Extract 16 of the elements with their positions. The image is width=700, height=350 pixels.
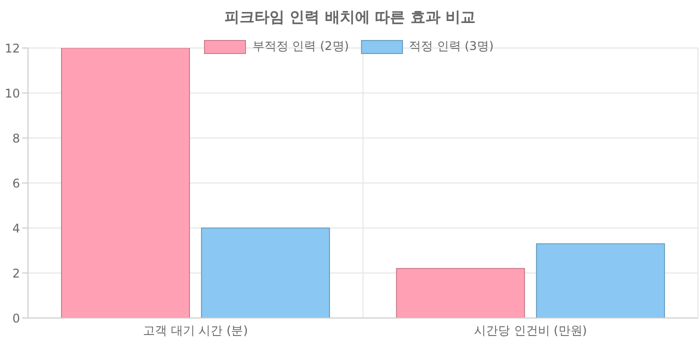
bar: [396, 268, 525, 318]
bar: [201, 228, 330, 318]
y-tick-label: 0: [12, 311, 20, 326]
legend-label: 적정 인력 (3명): [408, 38, 494, 55]
bar: [61, 48, 190, 318]
y-tick-label: 6: [12, 176, 20, 190]
chart-title: 피크타임 인력 배치에 따른 효과 비교: [224, 8, 476, 26]
y-tick-label: 2: [12, 266, 20, 280]
y-tick-label: 4: [12, 221, 20, 236]
y-tick-label: 10: [4, 86, 20, 100]
x-tick-label: 시간당 인건비 (만원): [474, 324, 587, 338]
legend-label: 부적정 인력 (2명): [251, 38, 349, 55]
y-tick-label: 12: [4, 41, 20, 56]
x-tick-label: 고객 대기 시간 (분): [143, 324, 248, 338]
y-tick-label: 8: [12, 131, 20, 146]
bar: [536, 243, 665, 318]
